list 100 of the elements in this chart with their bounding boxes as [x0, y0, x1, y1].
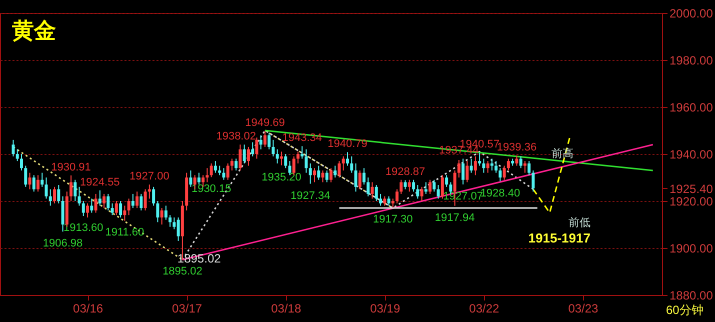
candlestick	[342, 156, 345, 171]
candlestick	[532, 170, 535, 192]
candlestick	[197, 172, 200, 186]
y-tick-label: 1880.00	[670, 288, 714, 302]
annotation: 1935.20	[262, 171, 302, 184]
y-tick-label: 1925.40	[670, 182, 714, 196]
candlestick	[379, 193, 382, 206]
candlestick	[515, 155, 518, 166]
candlestick	[53, 186, 56, 204]
candlestick	[152, 186, 156, 206]
candlestick	[474, 156, 477, 176]
annotation: 1938.02	[216, 130, 256, 143]
candlestick	[400, 179, 403, 194]
candlestick	[412, 179, 416, 192]
candlestick	[404, 180, 407, 190]
x-tick-label: 03/16	[73, 302, 104, 316]
candlestick	[94, 193, 98, 214]
candlestick	[470, 158, 473, 174]
candlestick	[156, 200, 160, 223]
y-tick-label: 2000.00	[670, 6, 714, 20]
candlestick	[123, 205, 126, 222]
candlestick	[466, 160, 469, 183]
candlestick	[308, 162, 312, 184]
candlestick	[140, 193, 143, 211]
annotation: 前高	[552, 147, 574, 160]
y-tick-label: 1940.00	[670, 148, 714, 162]
x-tick-label: 03/19	[370, 302, 400, 316]
candlestick	[272, 139, 275, 157]
candlestick	[321, 170, 324, 183]
candlestick	[259, 134, 262, 150]
x-tick-label: 03/17	[172, 302, 202, 316]
annotation: 1930.91	[51, 161, 91, 174]
candlestick	[440, 174, 444, 200]
candlestick	[457, 160, 460, 178]
candlestick	[486, 160, 490, 174]
candlestick	[86, 202, 90, 218]
candlestick	[98, 190, 102, 206]
candlestick	[462, 158, 465, 185]
candlestick	[28, 172, 32, 190]
annotation: 1928.40	[480, 187, 520, 200]
candlestick	[304, 148, 308, 174]
candlestick	[263, 130, 266, 148]
y-tick-label: 1920.00	[670, 194, 714, 208]
annotation: 1949.69	[245, 117, 285, 130]
x-tick-label: 03/22	[469, 302, 500, 316]
candlestick	[246, 146, 250, 166]
y-tick-label: 1900.00	[670, 242, 714, 256]
candlestick	[12, 139, 15, 157]
annotation: 1928.87	[385, 166, 426, 178]
annotation: 1930.15	[191, 183, 232, 196]
annotation: 1943.34	[282, 132, 322, 144]
annotation: 1911.60	[105, 226, 144, 239]
candlestick	[330, 168, 332, 183]
x-tick-label: 03/18	[271, 302, 302, 316]
candlestick	[176, 216, 180, 242]
candlestick	[350, 156, 354, 174]
candlestick	[144, 188, 147, 211]
candlestick	[114, 200, 118, 216]
candlestick	[506, 158, 510, 171]
annotation: 1927.34	[290, 190, 330, 202]
candlestick	[234, 158, 238, 171]
candlestick	[268, 132, 271, 150]
candlestick	[251, 142, 254, 157]
candlestick	[370, 182, 374, 200]
candlestick	[164, 205, 168, 220]
annotation: 1917.94	[434, 212, 475, 224]
annotation: 1895.02	[162, 266, 202, 278]
candlestick	[523, 160, 526, 174]
candlestick	[432, 179, 436, 192]
candlestick	[420, 186, 424, 202]
annotation: 1915-1917	[528, 230, 590, 246]
candlestick	[78, 186, 81, 206]
candlestick	[82, 200, 85, 217]
candlestick	[189, 170, 192, 188]
candlestick	[206, 168, 209, 183]
candlestick	[131, 193, 134, 209]
annotation: 1917.30	[373, 213, 413, 226]
annotation: 前低	[568, 217, 590, 230]
y-tick-label: 1960.00	[670, 100, 714, 114]
candlestick	[110, 202, 114, 216]
candlestick	[24, 165, 28, 188]
candlestick	[230, 158, 234, 171]
candlestick	[40, 172, 44, 188]
annotation: 1927.00	[130, 170, 170, 183]
candlestick	[168, 214, 172, 228]
candlestick	[255, 137, 258, 160]
candlestick	[436, 184, 440, 200]
candlestick	[334, 165, 337, 178]
candlestick	[312, 168, 316, 183]
candlestick	[210, 162, 213, 178]
candlestick	[218, 165, 222, 176]
candlestick	[482, 158, 486, 174]
candlestick	[366, 177, 370, 197]
candlestick	[300, 146, 304, 160]
annotation: 1906.98	[42, 238, 83, 250]
candlestick	[242, 144, 246, 164]
candlestick	[36, 174, 40, 192]
candlestick	[296, 151, 300, 164]
candlestick	[160, 208, 164, 225]
candlestick	[136, 191, 139, 209]
